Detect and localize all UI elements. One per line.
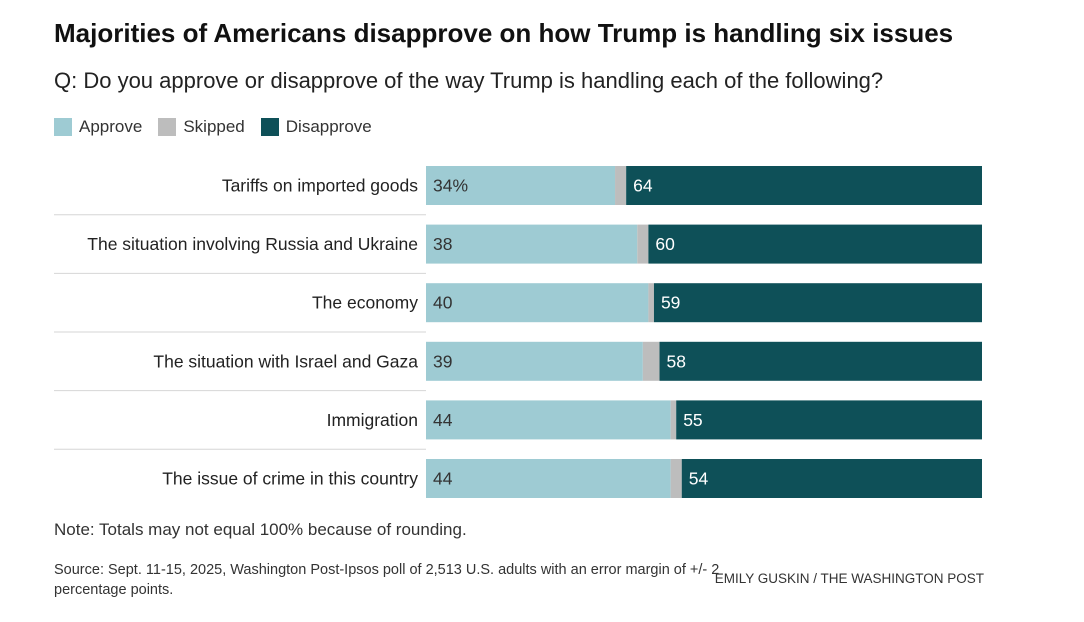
data-label-approve-2: 38 xyxy=(433,234,452,254)
legend-item-skipped: Skipped xyxy=(158,117,245,137)
bar-approve-2 xyxy=(426,224,638,264)
bar-skipped-1 xyxy=(615,166,627,205)
data-label-approve-6: 44 xyxy=(433,469,453,489)
bar-skipped-2 xyxy=(637,224,649,264)
legend-swatch-approve xyxy=(54,118,72,136)
bar-disapprove-6 xyxy=(681,459,982,498)
data-label-disapprove-4: 58 xyxy=(667,351,686,371)
legend-label-skipped: Skipped xyxy=(183,117,245,136)
bar-disapprove-3 xyxy=(653,283,982,323)
bar-skipped-6 xyxy=(670,459,682,498)
data-label-disapprove-1: 64 xyxy=(633,176,653,196)
bar-disapprove-4 xyxy=(659,341,982,381)
chart-source: Source: Sept. 11-15, 2025, Washington Po… xyxy=(54,562,720,598)
chart-note: Note: Totals may not equal 100% because … xyxy=(54,520,467,539)
bar-approve-4 xyxy=(426,341,643,381)
category-label-the-issue-of-crime-in-this-country: The issue of crime in this country xyxy=(162,469,418,489)
data-label-approve-5: 44 xyxy=(433,410,453,430)
bar-skipped-5 xyxy=(670,400,677,440)
chart-credit: EMILY GUSKIN / THE WASHINGTON POST xyxy=(714,571,984,586)
data-label-approve-3: 40 xyxy=(433,293,453,313)
bar-skipped-4 xyxy=(642,341,660,381)
bar-approve-5 xyxy=(426,400,671,440)
bar-disapprove-5 xyxy=(676,400,982,440)
category-label-the-situation-involving-russia-and-ukraine: The situation involving Russia and Ukrai… xyxy=(87,234,418,254)
legend-label-approve: Approve xyxy=(79,117,143,136)
data-label-disapprove-2: 60 xyxy=(655,234,675,254)
bar-skipped-3 xyxy=(648,283,654,323)
data-label-approve-1: 34% xyxy=(433,176,468,196)
legend-label-disapprove: Disapprove xyxy=(285,117,372,136)
bar-approve-6 xyxy=(426,459,671,498)
category-label-the-situation-with-israel-and-gaza: The situation with Israel and Gaza xyxy=(153,351,418,371)
data-label-approve-4: 39 xyxy=(433,351,452,371)
bar-disapprove-1 xyxy=(626,166,982,205)
legend-item-approve: Approve xyxy=(54,117,142,137)
bar-approve-3 xyxy=(426,283,649,323)
category-label-tariffs-on-imported-goods: Tariffs on imported goods xyxy=(222,176,418,196)
legend-swatch-disapprove xyxy=(260,118,279,136)
bar-approve-1 xyxy=(426,166,616,205)
legend: Approve Skipped Disapprove xyxy=(54,117,388,137)
legend-item-disapprove: Disapprove xyxy=(260,117,372,137)
chart-title: Majorities of Americans disapprove on ho… xyxy=(54,18,954,48)
legend-swatch-skipped xyxy=(158,118,177,136)
chart-subtitle: Q: Do you approve or disapprove of the w… xyxy=(54,68,884,93)
bar-disapprove-2 xyxy=(648,224,982,264)
category-label-immigration: Immigration xyxy=(327,410,418,430)
category-label-the-economy: The economy xyxy=(312,293,418,313)
data-label-disapprove-5: 55 xyxy=(683,410,702,430)
data-label-disapprove-6: 54 xyxy=(689,469,709,489)
chart-plot: Tariffs on imported goods 34% 64 The situat… xyxy=(54,166,982,498)
data-label-disapprove-3: 59 xyxy=(661,293,680,313)
